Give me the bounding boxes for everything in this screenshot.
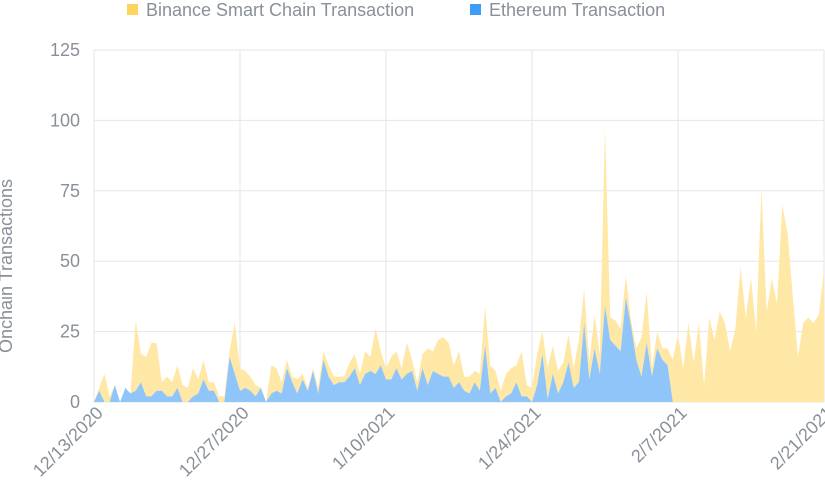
series-area-binance (94, 128, 824, 402)
x-tick-label: 2/21/2021 (766, 403, 825, 474)
y-axis-ticks: 0 25 50 75 100 125 (50, 40, 80, 412)
x-tick-label: 12/13/2020 (29, 403, 107, 481)
y-tick-label: 125 (50, 40, 80, 60)
y-tick-label: 25 (60, 322, 80, 342)
x-tick-label: 1/24/2021 (474, 403, 545, 474)
grid-layer (93, 49, 825, 403)
y-tick-label: 50 (60, 251, 80, 271)
x-tick-label: 1/10/2021 (328, 403, 399, 474)
y-tick-label: 100 (50, 110, 80, 130)
legend-label-ethereum: Ethereum Transaction (489, 0, 665, 20)
y-tick-label: 75 (60, 181, 80, 201)
y-tick-label: 0 (70, 392, 80, 412)
legend-label-binance: Binance Smart Chain Transaction (146, 0, 414, 20)
y-axis-label: Onchain Transactions (0, 179, 16, 353)
legend-swatch-ethereum (470, 4, 481, 15)
x-tick-label: 2/7/2021 (627, 403, 691, 467)
legend: Binance Smart Chain Transaction Ethereum… (127, 0, 665, 20)
x-tick-label: 12/27/2020 (175, 403, 253, 481)
x-axis-ticks: 12/13/2020 12/27/2020 1/10/2021 1/24/2021 2/… (29, 403, 825, 481)
legend-swatch-binance (127, 4, 138, 15)
area-layer (94, 128, 824, 402)
